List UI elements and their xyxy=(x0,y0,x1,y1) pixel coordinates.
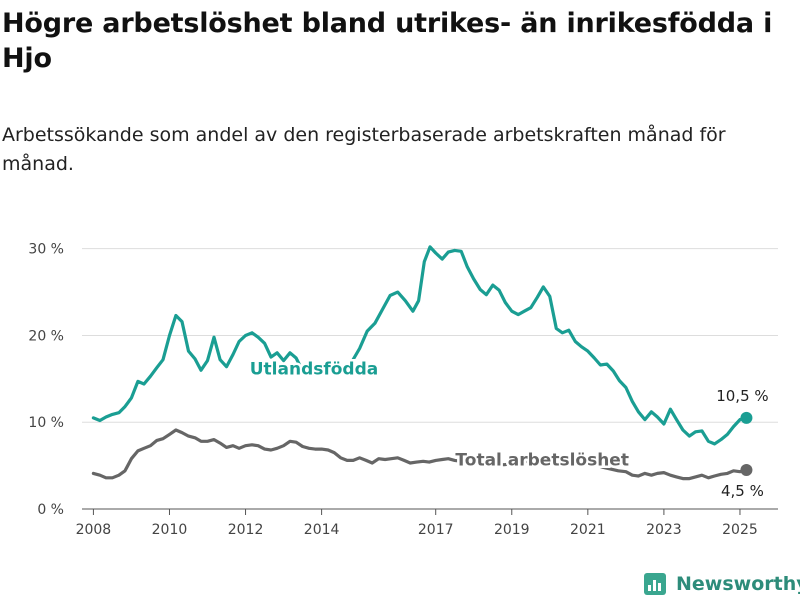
series-line-total xyxy=(91,428,748,481)
x-tick-label: 2021 xyxy=(570,522,606,538)
brand-name: Newsworthy xyxy=(676,573,800,595)
x-tick-label: 2008 xyxy=(76,522,112,538)
x-tick-label: 2019 xyxy=(494,522,530,538)
series-line-utlandsfodda xyxy=(91,245,748,446)
x-tick-label: 2014 xyxy=(304,522,340,538)
series-end-point xyxy=(740,411,753,424)
y-tick-label: 10 % xyxy=(28,415,64,431)
chart-subtitle: Arbetssökande som andel av den registerb… xyxy=(2,124,726,175)
series-end-label: 10,5 % xyxy=(716,387,768,405)
x-tick-label: 2010 xyxy=(152,522,188,538)
bar-chart-logo-icon xyxy=(644,573,666,595)
newsworthy-logo[interactable]: Newsworthy xyxy=(644,570,800,598)
x-tick-label: 2023 xyxy=(646,522,682,538)
y-tick-label: 20 % xyxy=(28,328,64,344)
y-tick-label: 0 % xyxy=(37,502,64,518)
y-tick-label: 30 % xyxy=(28,242,64,258)
series-end-label: 4,5 % xyxy=(721,482,764,500)
x-tick-label: 2012 xyxy=(228,522,264,538)
series-label-total: Total arbetslöshet xyxy=(455,451,629,471)
x-tick-label: 2017 xyxy=(418,522,454,538)
chart-title: Högre arbetslöshet bland utrikes- än inr… xyxy=(2,8,773,74)
series-label-utlandsfodda: Utlandsfödda xyxy=(250,360,379,380)
series-end-point xyxy=(740,463,753,476)
x-tick-label: 2025 xyxy=(722,522,758,538)
